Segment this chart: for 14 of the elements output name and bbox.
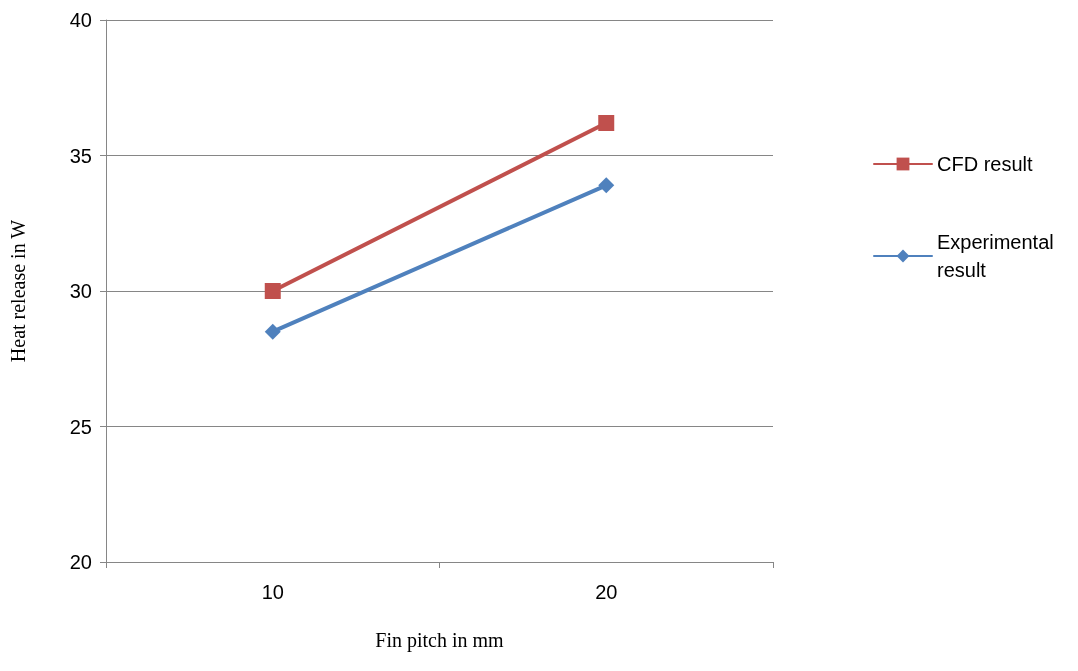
y-axis-title: Heat release in W — [7, 219, 29, 363]
y-tick-label: 35 — [69, 144, 92, 167]
point — [264, 323, 281, 340]
x-tick-label: 10 — [261, 581, 284, 603]
y-tick-label: 20 — [69, 551, 92, 573]
x-axis-title: Fin pitch in mm — [375, 629, 505, 652]
point — [598, 114, 615, 131]
y-tick-label: 30 — [69, 280, 92, 302]
point — [598, 177, 615, 194]
legend-label: Experimental result — [937, 231, 1060, 281]
legend-label: CFD result — [937, 153, 1034, 175]
y-tick-label: 40 — [69, 9, 92, 31]
point — [264, 283, 281, 299]
y-tick-label: 25 — [69, 415, 92, 438]
